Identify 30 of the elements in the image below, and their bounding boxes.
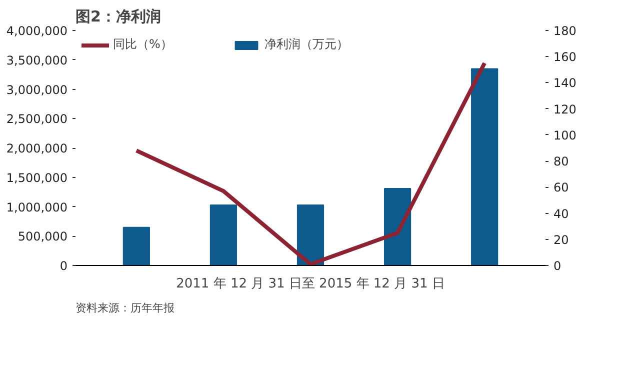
y-tick-label: 500,000 bbox=[18, 230, 68, 244]
text: 资料来源：历年年报 bbox=[76, 302, 174, 314]
y-tick-label: 4,000,000 bbox=[6, 24, 68, 38]
y-tick-label: 3,500,000 bbox=[6, 53, 68, 68]
y2-tick-label: 20 bbox=[554, 232, 569, 247]
line-series bbox=[134, 61, 487, 266]
legend-label: 净利润（万元） bbox=[264, 36, 348, 53]
bar bbox=[384, 188, 412, 266]
y2-tick-label: 40 bbox=[554, 206, 569, 221]
bar bbox=[122, 226, 150, 266]
y-tick-label: 2,000,000 bbox=[6, 142, 68, 156]
y2-tick-label: 160 bbox=[554, 50, 576, 64]
y-tick-label: 2,500,000 bbox=[6, 112, 68, 126]
y2-tick-label: 180 bbox=[554, 24, 576, 38]
y-tick-label: 0 bbox=[60, 259, 68, 273]
legend-label: 同比（%） bbox=[113, 36, 172, 53]
bar bbox=[471, 68, 498, 266]
y2-tick-label: 120 bbox=[554, 102, 576, 116]
bar bbox=[296, 204, 324, 266]
x-axis-title: 2011 年 12 月 31 日至 2015 年 12 月 31 日 bbox=[176, 276, 445, 292]
y2-tick-label: 100 bbox=[554, 128, 576, 142]
y-tick-label: 1,000,000 bbox=[6, 200, 68, 214]
chart-title: 图2：净利润 bbox=[76, 8, 161, 26]
y2-tick-label: 80 bbox=[554, 154, 569, 169]
y-tick-label: 3,000,000 bbox=[6, 82, 68, 97]
y2-tick-label: 0 bbox=[554, 259, 562, 273]
bar bbox=[210, 204, 238, 266]
y2-tick-label: 60 bbox=[554, 180, 569, 195]
y-tick-label: 1,500,000 bbox=[6, 170, 68, 185]
y2-tick-label: 140 bbox=[554, 76, 576, 90]
